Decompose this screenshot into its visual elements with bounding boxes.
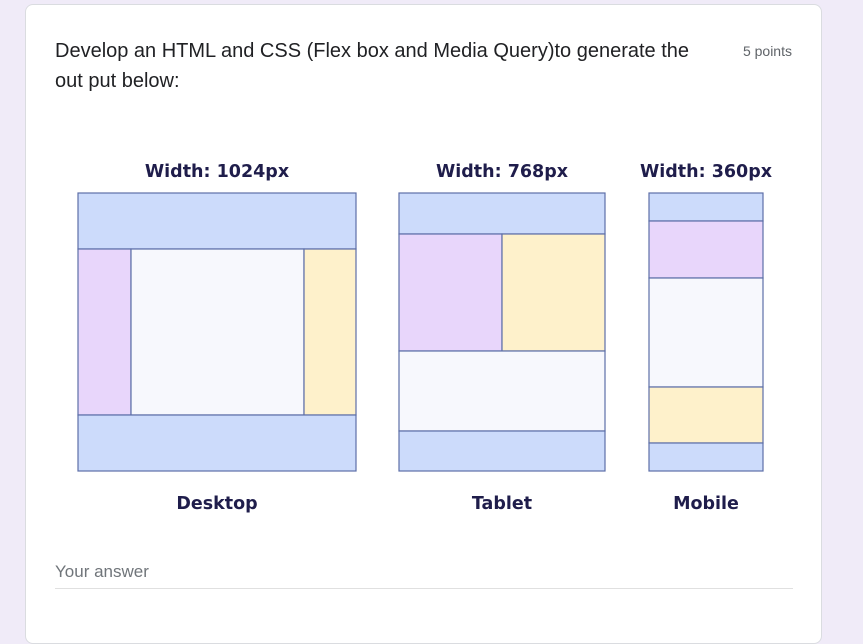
tablet-diagram: Width: 768px Tablet [398,162,606,514]
desktop-diagram: Width: 1024px Desktop [77,162,357,514]
mobile-footer-block [648,442,764,472]
desktop-footer-block [77,414,357,472]
tablet-purple-block [398,233,503,352]
layout-figure: Width: 1024px Desktop Width: 768px Table… [77,162,773,514]
desktop-left-sidebar-block [77,248,132,416]
question-points: 5 points [742,43,792,59]
tablet-main-block [398,350,606,432]
desktop-width-label: Width: 1024px [145,162,290,182]
mobile-yellow-block [648,386,764,444]
tablet-caption: Tablet [472,494,532,514]
mobile-diagram: Width: 360px Mobile [640,162,773,514]
answer-input[interactable]: Your answer [55,562,793,589]
tablet-footer-block [398,430,606,472]
desktop-right-sidebar-block [303,248,357,416]
mobile-main-block [648,277,764,388]
desktop-header-block [77,192,357,250]
desktop-main-block [130,248,305,416]
mobile-caption: Mobile [673,494,739,514]
tablet-yellow-block [501,233,606,352]
mobile-header-block [648,192,764,222]
tablet-header-block [398,192,606,235]
desktop-caption: Desktop [176,494,257,514]
mobile-width-label: Width: 360px [640,162,773,182]
tablet-width-label: Width: 768px [436,162,569,182]
question-card: Develop an HTML and CSS (Flex box and Me… [25,4,822,644]
mobile-purple-block [648,220,764,279]
question-title: Develop an HTML and CSS (Flex box and Me… [55,40,690,92]
